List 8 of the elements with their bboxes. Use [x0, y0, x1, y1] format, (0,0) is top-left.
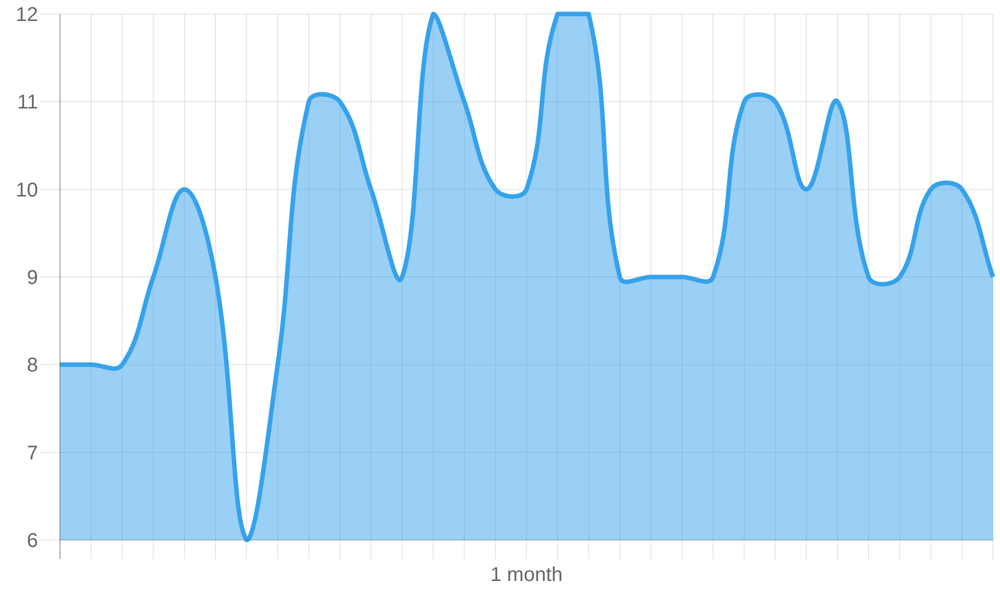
y-tick-label: 8	[26, 354, 38, 377]
y-tick-label: 6	[26, 530, 38, 552]
y-tick-label: 11	[17, 92, 38, 114]
x-axis-title: 1 month	[490, 564, 563, 586]
y-tick-label: 7	[26, 442, 38, 464]
y-tick-label: 12	[16, 4, 38, 26]
y-tick-label: 10	[16, 179, 38, 202]
y-tick-label: 9	[26, 267, 38, 289]
